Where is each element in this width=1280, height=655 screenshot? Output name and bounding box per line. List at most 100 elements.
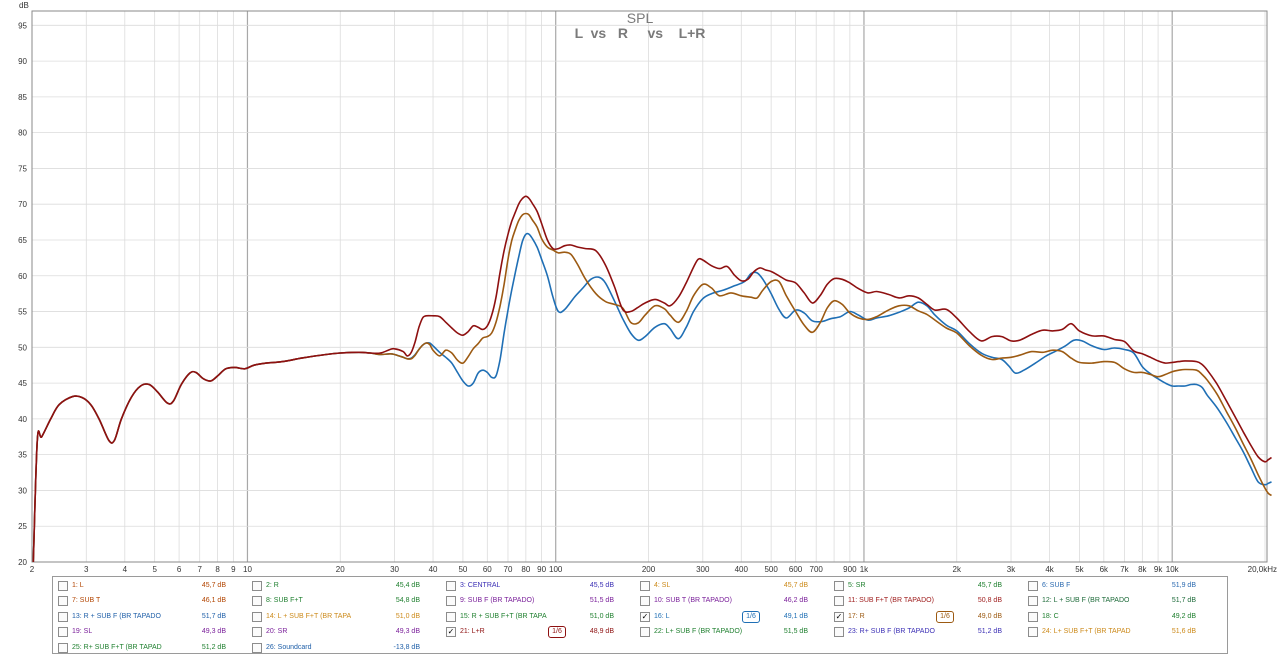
legend-label: 25: R+ SUB F+T (BR TAPAD [72, 643, 162, 651]
x-tick-label: 6 [177, 565, 182, 574]
y-tick-label: 90 [18, 57, 27, 66]
legend-checkbox[interactable] [252, 581, 262, 591]
legend-item[interactable]: 13: R + SUB F (BR TAPADO 51,7 dB [56, 609, 250, 624]
y-tick-label: 25 [18, 522, 27, 531]
series-line-21-l-r [32, 195, 1272, 563]
legend-item[interactable]: 18: C 49,2 dB [1026, 609, 1220, 624]
x-tick-label: 200 [642, 565, 656, 574]
legend-checkbox[interactable] [58, 581, 68, 591]
legend-checkbox[interactable]: ✓ [446, 627, 456, 638]
legend-checkbox[interactable] [252, 611, 262, 622]
legend-checkbox[interactable]: ✓ [834, 611, 844, 622]
legend-checkbox[interactable] [1028, 611, 1038, 622]
x-tick-label: 90 [537, 565, 546, 574]
legend-value: 45,5 dB [589, 582, 614, 589]
smoothing-badge[interactable]: 1/6 [742, 610, 760, 623]
legend-checkbox[interactable] [640, 581, 650, 591]
y-tick-label: 30 [18, 486, 27, 495]
legend-item[interactable]: 23: R+ SUB F (BR TAPADO 51,2 dB [832, 624, 1026, 639]
legend-item[interactable]: 11: SUB F+T (BR TAPADO) 50,8 dB [832, 593, 1026, 608]
y-tick-label: 65 [18, 236, 27, 245]
legend-checkbox[interactable] [834, 596, 844, 607]
legend-label: 15: R + SUB F+T (BR TAPA [460, 612, 547, 620]
legend-checkbox[interactable] [252, 627, 262, 638]
legend-item[interactable]: 19: SL 49,3 dB [56, 624, 250, 639]
legend-checkbox[interactable] [834, 581, 844, 591]
legend-item[interactable]: 25: R+ SUB F+T (BR TAPAD 51,2 dB [56, 640, 250, 655]
legend-item[interactable]: 6: SUB F 51,9 dB [1026, 578, 1220, 593]
legend-item[interactable]: 10: SUB T (BR TAPADO) 46,2 dB [638, 593, 832, 608]
legend-label: 10: SUB T (BR TAPADO) [654, 597, 732, 605]
legend-checkbox[interactable] [252, 642, 262, 653]
legend-item[interactable]: 5: SR 45,7 dB [832, 578, 1026, 593]
legend-checkbox[interactable] [58, 611, 68, 622]
x-tick-label: 40 [429, 565, 438, 574]
x-tick-label: 7 [197, 565, 202, 574]
y-axis-ticks: 20 25 30 35 40 45 50 55 60 65 70 75 80 85 90 95 [18, 21, 27, 567]
legend-item[interactable]: 1: L 45,7 dB [56, 578, 250, 593]
legend-item[interactable]: 20: SR 49,3 dB [250, 624, 444, 639]
y-tick-label: 20 [18, 558, 27, 567]
series-line-17-r [32, 212, 1272, 563]
x-tick-label: 3k [1007, 565, 1016, 574]
legend-checkbox[interactable] [1028, 581, 1038, 591]
legend-item[interactable]: 15: R + SUB F+T (BR TAPA 51,0 dB [444, 609, 638, 624]
legend-label: 7: SUB T [72, 597, 101, 605]
legend-checkbox[interactable]: ✓ [640, 611, 650, 622]
legend-checkbox[interactable] [446, 611, 456, 622]
legend-checkbox[interactable] [252, 596, 262, 607]
legend-checkbox[interactable] [834, 627, 844, 638]
legend-item[interactable]: 26: Soundcard -13,8 dB [250, 640, 444, 655]
y-tick-label: 95 [18, 21, 27, 30]
legend-checkbox[interactable] [58, 642, 68, 653]
legend-item[interactable]: 8: SUB F+T 54,8 dB [250, 593, 444, 608]
legend-item[interactable]: 12: L + SUB F (BR TAPADO 51,7 dB [1026, 593, 1220, 608]
plot-frame [31, 10, 1268, 563]
legend-checkbox[interactable] [446, 596, 456, 607]
x-tick-label: 400 [735, 565, 749, 574]
legend-value: 50,8 dB [977, 597, 1002, 605]
legend-item[interactable]: 14: L + SUB F+T (BR TAPA 51,0 dB [250, 609, 444, 624]
legend-item[interactable]: ✓ 16: L 1/6 49,1 dB [638, 609, 832, 624]
legend-value: 45,4 dB [395, 582, 420, 589]
legend-item[interactable]: ✓ 21: L+R 1/6 48,9 dB [444, 624, 638, 639]
legend-grid: 1: L 45,7 dB 2: R 45,4 dB 3: CENTRAL 45,5 dB 4… [56, 578, 1224, 655]
legend-checkbox[interactable] [640, 596, 650, 607]
x-tick-label: 9k [1154, 565, 1163, 574]
legend-item[interactable]: 9: SUB F (BR TAPADO) 51,5 dB [444, 593, 638, 608]
legend-panel: 1: L 45,7 dB 2: R 45,4 dB 3: CENTRAL 45,5 dB 4… [52, 576, 1228, 654]
legend-checkbox[interactable] [1028, 596, 1038, 607]
x-tick-label: 30 [390, 565, 399, 574]
legend-checkbox[interactable] [58, 627, 68, 638]
legend-label: 1: L [72, 582, 84, 589]
legend-item[interactable]: 7: SUB T 46,1 dB [56, 593, 250, 608]
legend-label: 19: SL [72, 628, 93, 636]
smoothing-badge[interactable]: 1/6 [936, 610, 954, 623]
legend-checkbox[interactable] [1028, 627, 1038, 638]
legend-label: 8: SUB F+T [266, 597, 303, 605]
y-tick-label: 55 [18, 308, 27, 317]
legend-value: 51,7 dB [201, 612, 226, 620]
smoothing-badge[interactable]: 1/6 [548, 626, 566, 639]
legend-item[interactable]: ✓ 17: R 1/6 49,0 dB [832, 609, 1026, 624]
x-tick-label: 6k [1100, 565, 1109, 574]
legend-item[interactable]: 24: L+ SUB F+T (BR TAPAD 51,6 dB [1026, 624, 1220, 639]
legend-item[interactable]: 4: SL 45,7 dB [638, 578, 832, 593]
legend-value: 48,9 dB [589, 628, 614, 636]
legend-value: 45,7 dB [201, 582, 226, 589]
legend-checkbox[interactable] [58, 596, 68, 607]
chart-subtitle: L vs R vs L+R [575, 25, 706, 41]
legend-value: 49,0 dB [977, 612, 1002, 620]
x-tick-label: 50 [458, 565, 467, 574]
legend-checkbox[interactable] [640, 627, 650, 638]
legend-item[interactable]: 2: R 45,4 dB [250, 578, 444, 593]
legend-value: 49,1 dB [783, 612, 808, 620]
x-tick-label: 70 [504, 565, 513, 574]
legend-checkbox[interactable] [446, 581, 456, 591]
x-tick-label: 8 [215, 565, 220, 574]
x-tick-label: 500 [764, 565, 778, 574]
legend-label: 6: SUB F [1042, 582, 1071, 589]
legend-label: 4: SL [654, 582, 671, 589]
legend-item[interactable]: 22: L+ SUB F (BR TAPADO) 51,5 dB [638, 624, 832, 639]
legend-item[interactable]: 3: CENTRAL 45,5 dB [444, 578, 638, 593]
